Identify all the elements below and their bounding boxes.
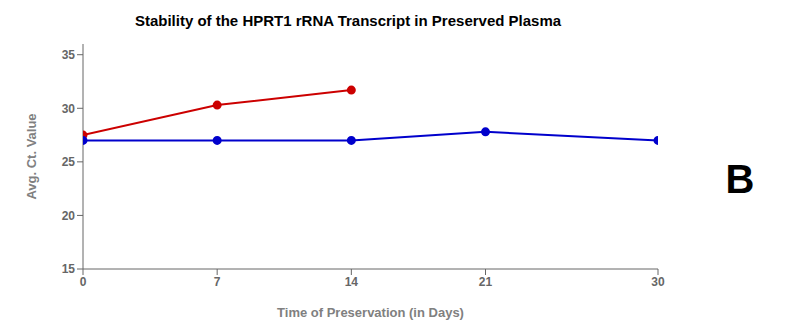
html-text:B: B (725, 156, 755, 201)
svg-text:14: 14 (345, 275, 359, 289)
svg-text:21: 21 (479, 275, 493, 289)
svg-text:35: 35 (62, 48, 76, 62)
svg-text:30: 30 (651, 275, 665, 289)
svg-text:Time of Preservation (in Days): Time of Preservation (in Days) (277, 305, 464, 320)
svg-text:15: 15 (62, 262, 76, 276)
svg-text:30: 30 (62, 102, 76, 116)
svg-text:25: 25 (62, 155, 76, 169)
html-text:Stability of the HPRT1 rRNA Tr: Stability of the HPRT1 rRNA Transcript i… (134, 12, 562, 29)
svg-text:20: 20 (62, 209, 76, 223)
svg-text:7: 7 (214, 275, 221, 289)
svg-text:Avg. Ct. Value: Avg. Ct. Value (24, 113, 39, 199)
svg-text:0: 0 (80, 275, 87, 289)
